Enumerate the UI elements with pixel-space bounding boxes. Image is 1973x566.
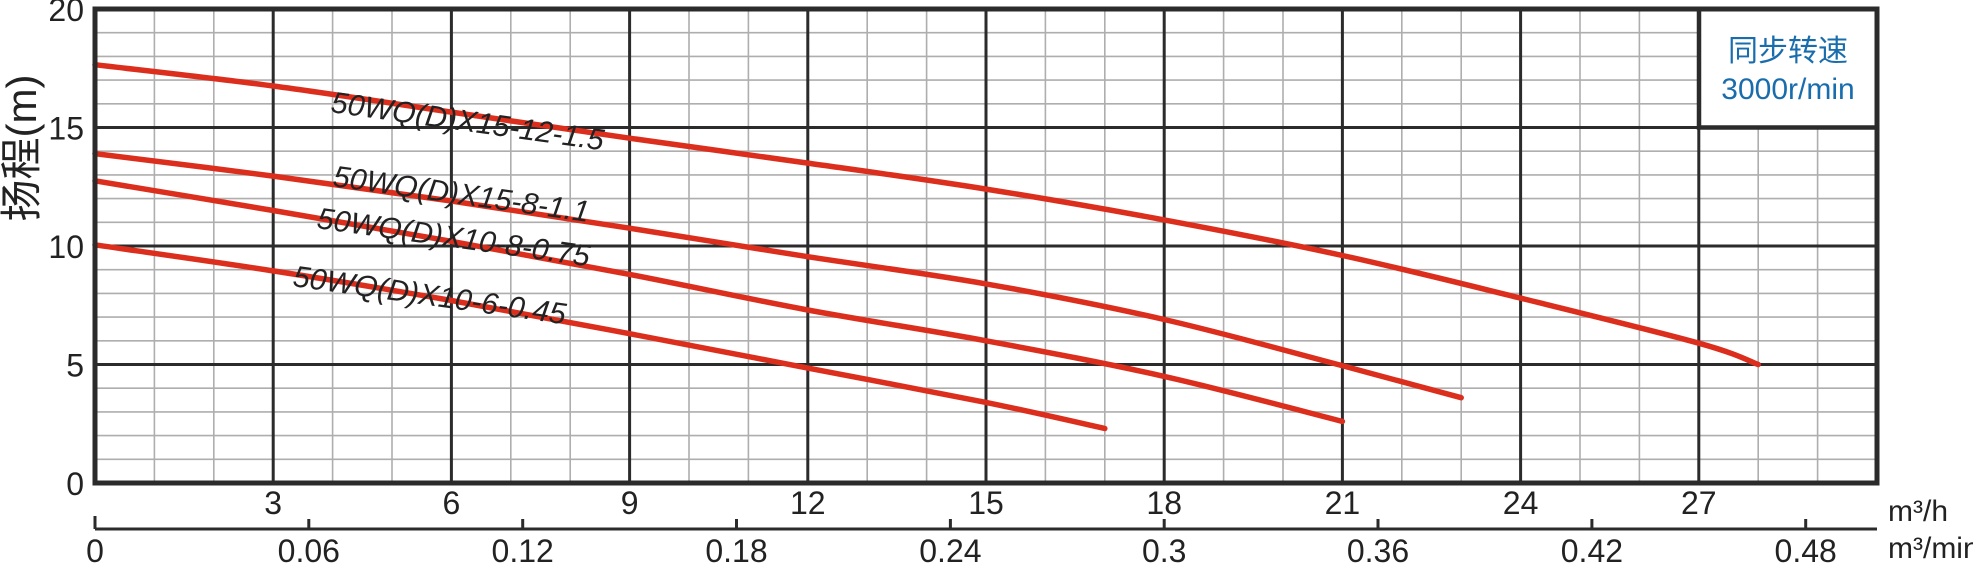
x-tick-label: 6 (443, 485, 461, 521)
x-tick-label: 15 (968, 485, 1004, 521)
speed-info-line1: 同步转速 (1728, 35, 1848, 68)
secondary-tick-label: 0.3 (1142, 533, 1186, 566)
y-tick-label: 0 (66, 466, 84, 502)
secondary-tick-label: 0.36 (1347, 533, 1409, 566)
x-axis-unit-m3min: m³/min (1888, 532, 1973, 565)
secondary-tick-label: 0.12 (492, 533, 554, 566)
x-tick-label: 3 (264, 485, 282, 521)
x-axis-unit-m3h: m³/h (1888, 495, 1948, 528)
pump-curve (92, 242, 1108, 432)
x-tick-label: 27 (1681, 485, 1717, 521)
pump-curves (92, 61, 1761, 432)
x-tick-label: 9 (621, 485, 639, 521)
x-tick-label: 12 (790, 485, 826, 521)
secondary-tick-label: 0.06 (278, 533, 340, 566)
x-tick-label: 24 (1503, 485, 1539, 521)
pump-curve (92, 150, 1464, 401)
secondary-tick-label: 0.24 (919, 533, 981, 566)
secondary-tick-label: 0.48 (1775, 533, 1837, 566)
speed-info-line2: 3000r/min (1721, 73, 1854, 106)
y-tick-label: 5 (66, 348, 84, 384)
pump-curve (92, 178, 1346, 425)
secondary-tick-label: 0.42 (1561, 533, 1623, 566)
secondary-tick-label: 0.18 (705, 533, 767, 566)
x-tick-label: 18 (1146, 485, 1182, 521)
plot-border (92, 6, 1880, 486)
pump-curve (92, 61, 1761, 368)
speed-info-box-frame (1696, 6, 1880, 130)
secondary-flow-axis: 0 0.06 0.12 0.18 0.24 0.3 0.36 0.42 0.48 (86, 516, 1877, 566)
x-axis-tick-labels: 3 6 9 12 15 18 21 24 27 (264, 485, 1716, 521)
y-axis-tick-labels: 20 15 10 5 0 (48, 0, 84, 502)
y-axis-title: 扬程(m) (0, 75, 45, 222)
curve-label: 50WQ(D)X15-12-1.5 (329, 86, 606, 157)
y-tick-label: 10 (48, 229, 84, 265)
y-tick-label: 20 (48, 0, 84, 28)
speed-info-box: 同步转速 3000r/min (1696, 6, 1880, 130)
x-tick-label: 21 (1325, 485, 1361, 521)
curve-labels: 50WQ(D)X15-12-1.550WQ(D)X15-8-1.150WQ(D)… (291, 86, 606, 331)
y-tick-label: 15 (48, 111, 84, 147)
secondary-tick-label: 0 (86, 533, 104, 566)
